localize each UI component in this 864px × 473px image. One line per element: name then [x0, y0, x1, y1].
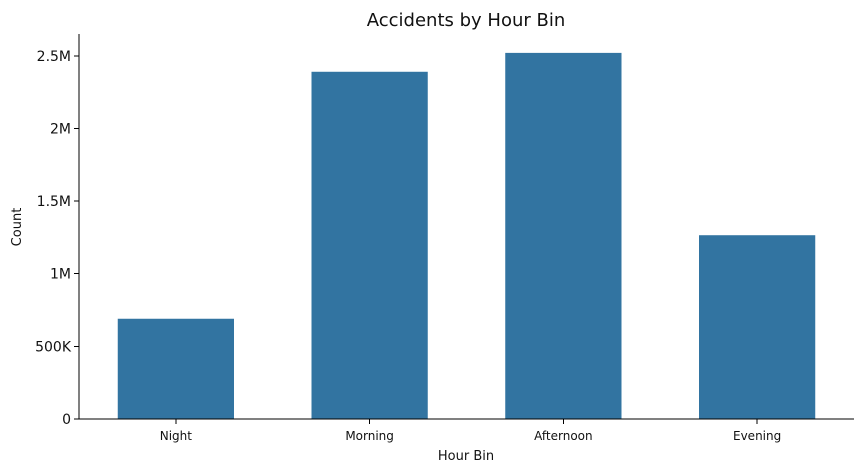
x-axis-ticks: Night Morning Afternoon Evening: [160, 419, 781, 443]
y-tick-label: 2.5M: [37, 49, 71, 65]
y-tick-label: 1.5M: [37, 194, 71, 210]
bar-evening: [699, 235, 816, 419]
x-tick-label: Evening: [733, 429, 781, 443]
bar-afternoon: [505, 52, 622, 420]
x-tick-label: Night: [160, 429, 193, 443]
x-tick-label: Afternoon: [534, 429, 593, 443]
y-tick-label: 2M: [50, 121, 71, 137]
bar-morning: [311, 71, 428, 419]
x-axis-label: Hour Bin: [438, 449, 494, 464]
plot-area: [117, 52, 816, 420]
y-tick-label: 500K: [35, 339, 72, 355]
chart-title: Accidents by Hour Bin: [367, 10, 566, 31]
x-tick-label: Morning: [345, 429, 394, 443]
bar-night: [117, 318, 234, 419]
y-tick-label: 0: [62, 412, 71, 428]
y-axis-ticks: 0 500K 1M 1.5M 2M 2.5M: [35, 49, 79, 428]
y-tick-label: 1M: [50, 267, 71, 283]
y-axis-label: Count: [10, 208, 25, 247]
